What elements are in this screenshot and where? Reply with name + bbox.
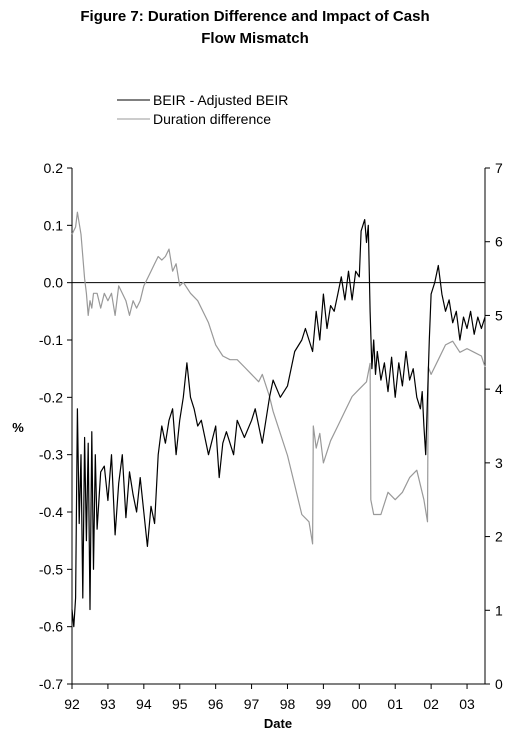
x-tick-label: 96 [208,696,224,712]
x-tick-label: 94 [136,696,152,712]
left-y-ticks: 0.2 0.1 0.0 -0.1 -0.2 -0.3 -0.4 -0.5 -0.6 -0.7 [39,160,72,692]
y-axis-label: % [12,420,24,435]
right-tick-label: 5 [495,307,503,323]
x-tick-label: 99 [316,696,332,712]
legend: BEIR - Adjusted BEIR Duration difference [117,92,288,127]
x-tick-label: 02 [423,696,439,712]
left-tick-label: 0.2 [44,160,64,176]
x-tick-label: 92 [64,696,80,712]
x-tick-label: 97 [244,696,260,712]
left-tick-label: -0.5 [39,561,63,577]
right-tick-label: 0 [495,676,503,692]
right-y-ticks: 7 6 5 4 3 2 1 0 [485,160,503,692]
left-tick-label: -0.1 [39,332,63,348]
x-tick-label: 95 [172,696,188,712]
left-tick-label: -0.6 [39,619,63,635]
left-tick-label: -0.7 [39,676,63,692]
right-tick-label: 2 [495,529,503,545]
left-tick-label: 0.1 [44,217,64,233]
x-ticks: 92 93 94 95 96 97 98 99 00 01 02 03 [64,684,475,712]
series-layer [71,211,486,628]
right-tick-label: 3 [495,455,503,471]
right-tick-label: 7 [495,160,503,176]
left-tick-label: 0.0 [44,275,64,291]
right-tick-label: 6 [495,234,503,250]
legend-label-duration: Duration difference [153,111,271,127]
chart-title-line-1: Figure 7: Duration Difference and Impact… [80,8,430,25]
chart-title-line-2: Flow Mismatch [201,30,309,47]
left-tick-label: -0.3 [39,447,63,463]
series-line-beir [71,219,486,628]
x-tick-label: 03 [459,696,475,712]
left-tick-label: -0.2 [39,389,63,405]
x-axis-label: Date [264,716,292,731]
chart-title: Figure 7: Duration Difference and Impact… [0,6,510,50]
x-tick-label: 01 [387,696,403,712]
series-line-duration [71,211,486,545]
x-tick-label: 93 [100,696,116,712]
x-tick-label: 98 [280,696,296,712]
legend-label-beir: BEIR - Adjusted BEIR [153,92,288,108]
x-tick-label: 00 [352,696,368,712]
right-tick-label: 1 [495,602,503,618]
right-tick-label: 4 [495,381,503,397]
left-tick-label: -0.4 [39,504,63,520]
